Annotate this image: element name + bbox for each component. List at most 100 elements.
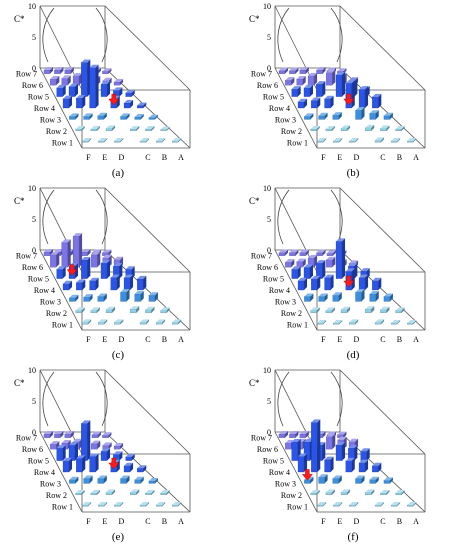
bar-side bbox=[89, 113, 93, 120]
panel-label: (e) bbox=[112, 531, 125, 543]
bar-top bbox=[355, 289, 365, 293]
bar-side bbox=[397, 320, 401, 325]
bar-top bbox=[324, 456, 334, 460]
bar-side bbox=[339, 320, 343, 325]
bar bbox=[326, 436, 333, 450]
bar-top bbox=[291, 86, 301, 90]
bar bbox=[355, 109, 362, 120]
bar bbox=[326, 72, 333, 86]
bar-side bbox=[375, 110, 379, 120]
bar-side bbox=[355, 502, 359, 507]
bar bbox=[278, 252, 286, 256]
bar-side bbox=[304, 453, 308, 472]
bar bbox=[62, 460, 70, 473]
bar bbox=[43, 433, 51, 438]
bar-top bbox=[324, 95, 334, 99]
bar-side bbox=[295, 249, 299, 256]
bar-top bbox=[140, 138, 150, 142]
bar bbox=[114, 322, 121, 325]
bar-top bbox=[91, 431, 101, 435]
bar-side bbox=[386, 489, 390, 495]
vessel-outline bbox=[42, 189, 108, 245]
column-label: F bbox=[321, 335, 326, 344]
bar-top bbox=[318, 112, 328, 116]
bar-top bbox=[137, 275, 147, 279]
bar bbox=[324, 459, 331, 473]
bar-side bbox=[332, 433, 336, 450]
bar-side bbox=[310, 293, 314, 302]
panel-label: (d) bbox=[347, 349, 360, 361]
bar-top bbox=[56, 84, 66, 88]
bar-top bbox=[341, 489, 351, 493]
bar-side bbox=[107, 448, 111, 461]
bar-top bbox=[395, 307, 405, 311]
column-label: C bbox=[145, 517, 150, 526]
bar-side bbox=[49, 430, 53, 438]
column-label: F bbox=[321, 153, 326, 162]
bar-top bbox=[110, 274, 120, 278]
bar-side bbox=[162, 319, 166, 325]
bar-top bbox=[308, 254, 318, 258]
bar bbox=[137, 105, 144, 109]
bar-top bbox=[391, 320, 401, 324]
bar bbox=[97, 115, 104, 120]
bar-side bbox=[342, 71, 346, 97]
bar-top bbox=[89, 64, 99, 68]
bar-top bbox=[383, 293, 393, 297]
row-label: Row 2 bbox=[281, 127, 302, 136]
bar-side bbox=[62, 266, 66, 279]
bar-side bbox=[107, 81, 111, 97]
bar bbox=[134, 479, 141, 484]
bar-side bbox=[365, 459, 369, 472]
bar-top bbox=[102, 254, 112, 258]
bar bbox=[291, 88, 298, 97]
bar-side bbox=[316, 307, 320, 313]
bar-side bbox=[140, 476, 144, 484]
bar-side bbox=[130, 462, 134, 472]
z-axis-title: C* bbox=[249, 14, 260, 24]
bar-side bbox=[116, 95, 120, 108]
column-label: E bbox=[337, 517, 342, 526]
bar-top bbox=[172, 502, 182, 506]
bar bbox=[304, 116, 311, 120]
bar-top bbox=[81, 420, 91, 424]
bar-top bbox=[114, 79, 124, 83]
bar bbox=[125, 456, 132, 461]
bar bbox=[316, 252, 323, 256]
bar bbox=[285, 262, 292, 268]
bar-top bbox=[365, 489, 375, 493]
bar bbox=[358, 462, 366, 473]
bar-side bbox=[62, 445, 66, 461]
bar-side bbox=[401, 307, 405, 313]
bar bbox=[311, 278, 318, 291]
bar-top bbox=[134, 476, 144, 480]
bar-top bbox=[63, 457, 73, 461]
bar-top bbox=[359, 86, 369, 90]
bar-side bbox=[339, 138, 343, 143]
bar-top bbox=[299, 66, 309, 70]
vessel-outline bbox=[277, 371, 343, 427]
bar-side bbox=[305, 249, 309, 256]
bar bbox=[54, 69, 61, 74]
bar-side bbox=[89, 294, 93, 302]
bar-side bbox=[322, 81, 326, 97]
bar-top bbox=[349, 138, 359, 142]
bar-top bbox=[325, 307, 335, 311]
bar-side bbox=[389, 112, 393, 120]
row-label: Row 1 bbox=[52, 320, 73, 329]
bar bbox=[89, 67, 96, 109]
bar-top bbox=[337, 436, 347, 440]
bar bbox=[100, 451, 108, 461]
bar-top bbox=[332, 292, 342, 296]
bar-side bbox=[178, 502, 182, 507]
bar-side bbox=[304, 277, 308, 290]
z-tick-label: 10 bbox=[28, 2, 36, 11]
bar bbox=[43, 69, 51, 74]
bar-side bbox=[103, 293, 107, 302]
z-axis-title: C* bbox=[249, 378, 260, 388]
bar-top bbox=[355, 107, 365, 111]
bar-top bbox=[407, 502, 417, 506]
bar-side bbox=[154, 477, 158, 484]
bar-top bbox=[391, 502, 401, 506]
bar-top bbox=[73, 438, 83, 442]
